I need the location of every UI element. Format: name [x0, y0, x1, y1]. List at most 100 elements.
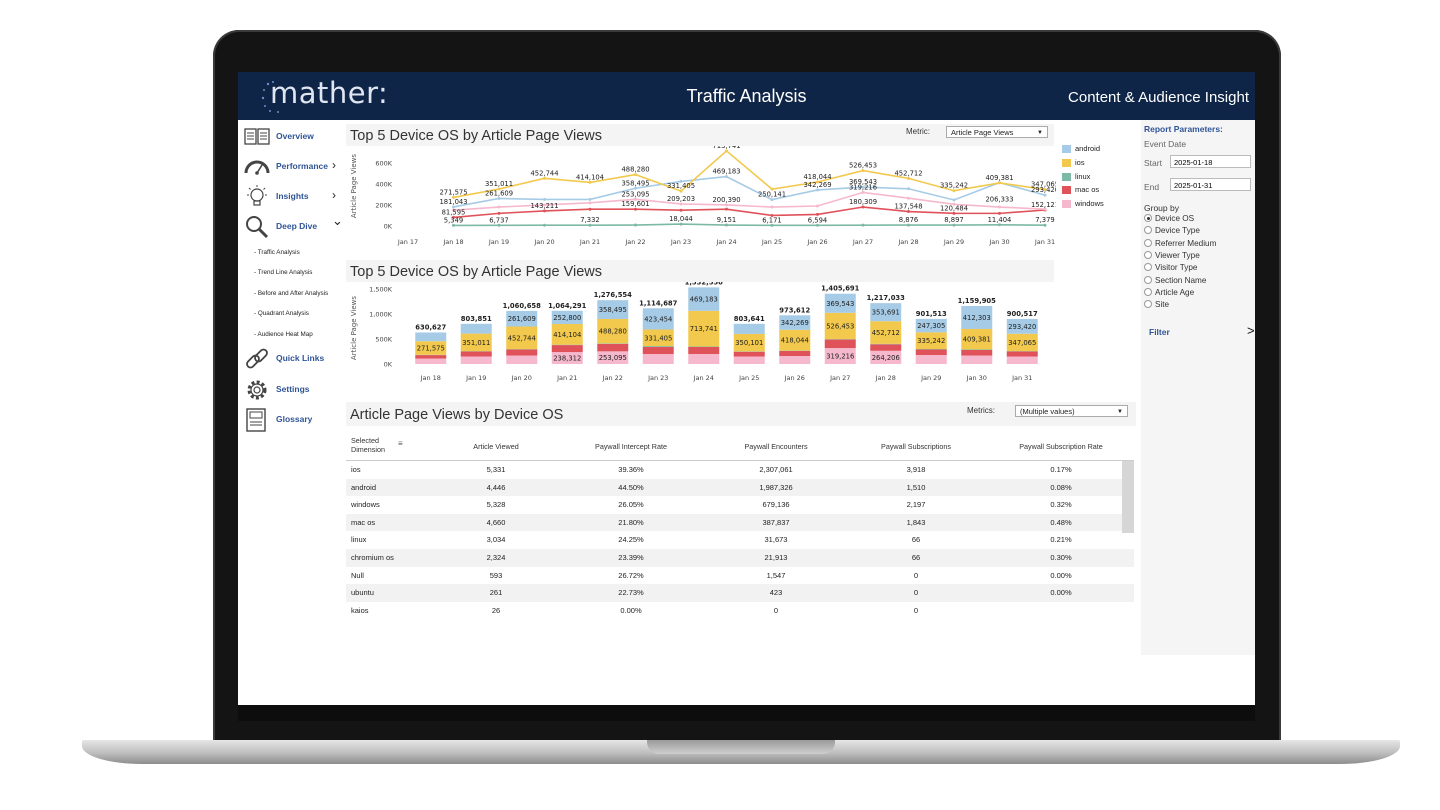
radio-visitor-type[interactable]: Visitor Type: [1144, 263, 1197, 272]
sort-icon[interactable]: ≡: [398, 439, 403, 448]
chevron-right-icon[interactable]: ›: [332, 158, 336, 172]
bar-segment-windows: [779, 356, 811, 364]
table-cell: 21.80%: [618, 517, 644, 527]
bar-total-label: 1,060,658: [503, 302, 542, 310]
data-label: 7,379: [1035, 216, 1054, 224]
th-paywall-encounters[interactable]: Paywall Encounters: [744, 442, 808, 451]
subnav-trend-line-analysis[interactable]: - Trend Line Analysis: [254, 269, 313, 276]
bar-segment-mac-os: [1006, 351, 1038, 357]
y-tick-label: 1,000K: [369, 311, 393, 319]
nav-overview[interactable]: Overview: [242, 124, 346, 150]
radio-label: Referrer Medium: [1155, 238, 1217, 248]
radio-circle-icon[interactable]: [1144, 287, 1152, 296]
app-header: mather: Traffic Analysis Content & Audie…: [238, 72, 1255, 120]
table-row[interactable]: android 4,446 44.50% 1,987,326 1,510 0.08%: [346, 478, 1134, 497]
th-paywall-subscription-rate[interactable]: Paywall Subscription Rate: [1019, 442, 1103, 451]
data-point-mac-os: [952, 211, 956, 215]
legend-swatch: [1062, 186, 1071, 195]
legend-label: android: [1075, 144, 1101, 153]
x-tick-label: Jan 23: [647, 374, 668, 382]
data-point-mac-os: [679, 208, 683, 212]
subnav-traffic-analysis[interactable]: - Traffic Analysis: [254, 249, 300, 256]
legend-windows[interactable]: windows: [1062, 199, 1104, 209]
end-date-input[interactable]: 2025-01-31: [1170, 178, 1251, 191]
nav-insights[interactable]: Insights ›: [242, 184, 346, 210]
radio-circle-icon[interactable]: [1144, 250, 1152, 259]
table-row[interactable]: windows 5,328 26.05% 679,136 2,197 0.32%: [346, 496, 1134, 514]
segment-label: 488,280: [599, 328, 627, 336]
nav-performance[interactable]: Performance ›: [242, 154, 346, 180]
bar-segment-ios: [915, 332, 947, 350]
nav-glossary[interactable]: Glossary: [242, 407, 346, 433]
radio-device-type[interactable]: Device Type: [1144, 226, 1200, 235]
table-row[interactable]: ios 5,331 39.36% 2,307,061 3,918 0.17%: [346, 461, 1134, 479]
metrics-select[interactable]: (Multiple values) ▼: [1015, 405, 1128, 417]
data-point-linux: [452, 223, 455, 227]
bar-segment-android: [506, 310, 538, 327]
table-row[interactable]: chromium os 2,324 23.39% 21,913 66 0.30%: [346, 549, 1134, 567]
bar-segment-mac-os: [597, 343, 629, 352]
legend-ios[interactable]: ios: [1062, 158, 1085, 168]
bar-segment-android: [779, 315, 811, 330]
bar-segment-windows: [1006, 356, 1038, 364]
segment-label: 369,543: [826, 300, 854, 308]
legend-mac-os[interactable]: mac os: [1062, 185, 1099, 195]
radio-circle-icon[interactable]: [1144, 238, 1152, 247]
table-scrollbar[interactable]: [1122, 461, 1134, 533]
radio-section-name[interactable]: Section Name: [1144, 275, 1206, 285]
chevron-down-icon[interactable]: ⌄: [332, 213, 343, 228]
bar-segment-ios: [733, 333, 765, 352]
table-row[interactable]: mac os 4,660 21.80% 387,837 1,843 0.48%: [346, 513, 1134, 532]
data-label: 358,495: [621, 179, 649, 187]
th-paywall-intercept-rate[interactable]: Paywall Intercept Rate: [595, 442, 667, 451]
data-point-windows: [497, 205, 501, 209]
th-article-viewed[interactable]: Article Viewed: [473, 442, 519, 451]
x-tick-label: Jan 26: [806, 238, 827, 246]
bar-chart-title: Top 5 Device OS by Article Page Views: [350, 264, 602, 280]
data-label: 7,332: [580, 216, 599, 224]
th-selected-dimension[interactable]: Selected Dimension: [351, 436, 385, 454]
metric-select[interactable]: Article Page Views ▼: [946, 126, 1048, 138]
legend-android[interactable]: android: [1062, 144, 1101, 154]
subnav-audience-heat-map[interactable]: - Audience Heat Map: [254, 331, 313, 338]
nav-quick-links[interactable]: Quick Links: [242, 346, 346, 372]
table-cell: 26: [491, 605, 501, 615]
x-tick-label: Jan 23: [670, 238, 691, 246]
nav-settings[interactable]: Settings: [242, 377, 346, 403]
bar-segment-mac-os: [551, 345, 583, 353]
start-date-input[interactable]: 2025-01-18: [1170, 155, 1251, 168]
radio-circle-icon[interactable]: [1144, 263, 1152, 272]
radio-circle-icon[interactable]: [1144, 300, 1152, 309]
table-cell: 31,673: [764, 535, 788, 545]
radio-circle-icon[interactable]: [1144, 275, 1152, 284]
data-label: 452,712: [894, 169, 922, 177]
bar-segment-android: [870, 303, 902, 322]
th-paywall-subscriptions[interactable]: Paywall Subscriptions: [881, 442, 951, 451]
mather-logo[interactable]: mather:: [270, 76, 389, 110]
nav-deep-dive[interactable]: Deep Dive ⌄: [242, 213, 346, 240]
legend-linux[interactable]: linux: [1062, 172, 1090, 182]
radio-article-age[interactable]: Article Age: [1144, 287, 1194, 297]
data-label: 120,484: [940, 204, 968, 212]
radio-device-os[interactable]: Device OS: [1144, 214, 1194, 223]
table-row[interactable]: ubuntu 261 22.73% 423 0 0.00%: [346, 584, 1134, 602]
chevron-right-icon[interactable]: ›: [332, 188, 336, 202]
table-row[interactable]: kaios 26 0.00% 0 0: [346, 602, 1134, 620]
data-point-ios: [679, 189, 683, 193]
filter-label[interactable]: Filter: [1149, 327, 1170, 337]
table-row[interactable]: linux 3,034 24.25% 31,673 66 0.21%: [346, 531, 1134, 549]
radio-referrer-medium[interactable]: Referrer Medium: [1144, 238, 1217, 248]
radio-site[interactable]: Site: [1144, 300, 1169, 309]
table-row[interactable]: Null 593 26.72% 1,547 0 0.00%: [346, 567, 1134, 585]
table-cell: 0.08%: [1050, 482, 1072, 492]
bar-segment-windows: [688, 353, 720, 364]
subnav-before-after-analysis[interactable]: - Before and After Analysis: [254, 290, 329, 297]
table-cell: android: [351, 482, 377, 492]
radio-circle-icon[interactable]: [1144, 226, 1152, 235]
radio-viewer-type[interactable]: Viewer Type: [1144, 250, 1200, 260]
subnav-quadrant-analysis[interactable]: - Quadrant Analysis: [254, 310, 309, 317]
filter-chevron-icon[interactable]: >: [1247, 323, 1255, 338]
bar-total-label: 1,217,033: [867, 294, 906, 302]
radio-circle-icon[interactable]: [1144, 214, 1152, 222]
y-tick-label: 0K: [384, 223, 393, 231]
